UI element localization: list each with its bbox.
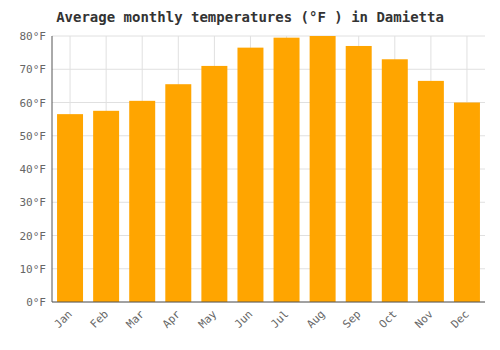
bar [237, 48, 263, 302]
x-tick-label: May [196, 307, 220, 331]
y-tick-label: 60°F [20, 97, 47, 110]
grid-line [52, 302, 485, 303]
chart: Average monthly temperatures (°F ) in Da… [0, 0, 500, 350]
bar [165, 84, 191, 302]
x-tick-label: Jan [52, 308, 75, 331]
grid-line [52, 36, 485, 37]
x-tick-label: Apr [160, 307, 184, 331]
chart-container: Average monthly temperatures (°F ) in Da… [0, 0, 500, 350]
y-tick-label: 80°F [20, 30, 47, 43]
x-tick-label: Jul [268, 308, 291, 331]
grid [52, 36, 485, 302]
y-tick-label: 40°F [20, 163, 47, 176]
bar [382, 59, 408, 302]
x-tick-label: Dec [449, 308, 472, 331]
x-tick-label: Aug [304, 308, 327, 331]
y-tick-label: 20°F [20, 230, 47, 243]
bar [93, 111, 119, 302]
y-axis [52, 36, 53, 302]
grid-line [52, 69, 485, 70]
bar [346, 46, 372, 302]
x-axis [52, 302, 485, 303]
y-tick-label: 10°F [20, 263, 47, 276]
x-tick-label: Oct [376, 308, 399, 331]
x-tick-label: Nov [412, 307, 436, 331]
x-tick-label: Jun [232, 308, 255, 331]
bar [274, 38, 300, 302]
y-tick-label: 50°F [20, 130, 47, 143]
x-tick-label: Feb [88, 308, 111, 331]
bar [454, 103, 480, 303]
bar [129, 101, 155, 302]
y-tick-label: 0°F [26, 296, 46, 309]
bar [201, 66, 227, 302]
bar [57, 114, 83, 302]
x-tick-label: Mar [124, 307, 148, 331]
bars [57, 36, 480, 302]
bar [418, 81, 444, 302]
y-tick-label: 30°F [20, 196, 47, 209]
x-tick-label: Sep [340, 308, 363, 331]
title: Average monthly temperatures (°F ) in Da… [56, 9, 444, 25]
y-tick-label: 70°F [20, 63, 47, 76]
bar [310, 36, 336, 302]
